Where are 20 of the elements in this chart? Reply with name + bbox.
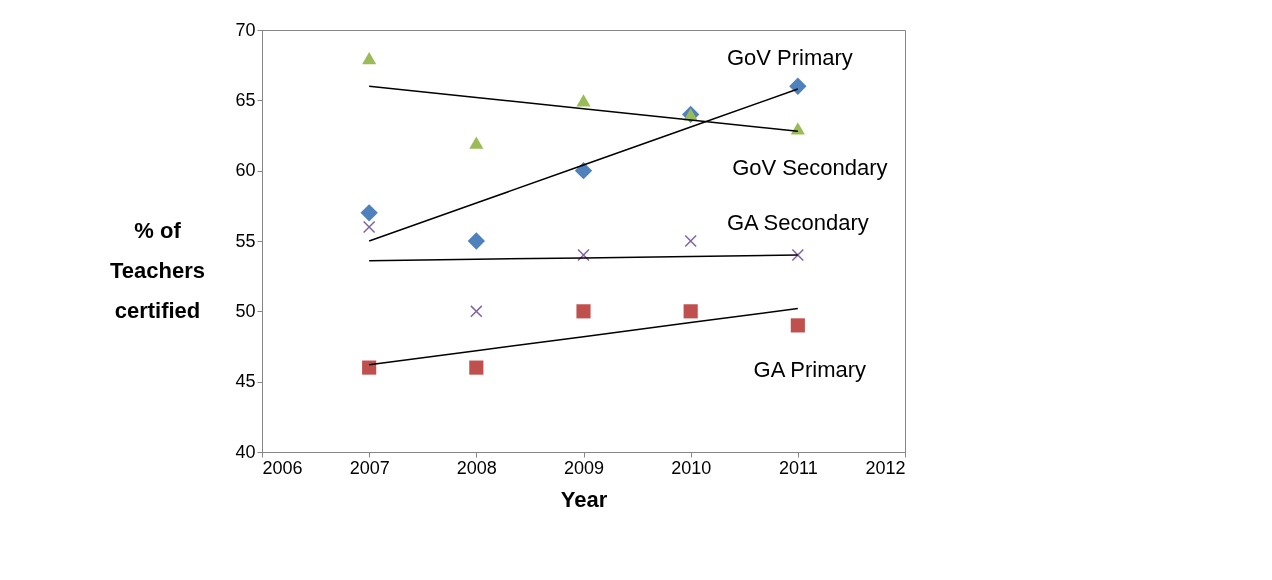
y-tick-label: 70	[235, 19, 256, 40]
series-label: GA Secondary	[726, 210, 869, 236]
x-tick-label: 2009	[563, 457, 605, 478]
y-tick-label: 55	[235, 230, 256, 251]
y-axis-title: % of Teachers certified	[110, 217, 205, 323]
x-tick-label: 2012	[865, 457, 906, 478]
series-label: GoV Secondary	[732, 155, 888, 181]
x-tick-label: 2007	[349, 457, 390, 478]
x-axis-title: Year	[560, 486, 608, 512]
y-tick-label: 50	[235, 300, 256, 321]
series-label: GA Primary	[753, 357, 867, 383]
y-tick-label: 60	[235, 160, 256, 181]
y-tick-label: 45	[235, 371, 256, 392]
x-tick-label: 2006	[262, 457, 303, 478]
x-tick-label: 2010	[671, 457, 712, 478]
x-tick-label: 2008	[456, 457, 497, 478]
y-tick-label: 65	[235, 89, 256, 110]
series-label: GoV Primary	[726, 45, 853, 71]
x-tick-label: 2011	[778, 457, 818, 478]
y-tick-label: 40	[235, 441, 256, 462]
